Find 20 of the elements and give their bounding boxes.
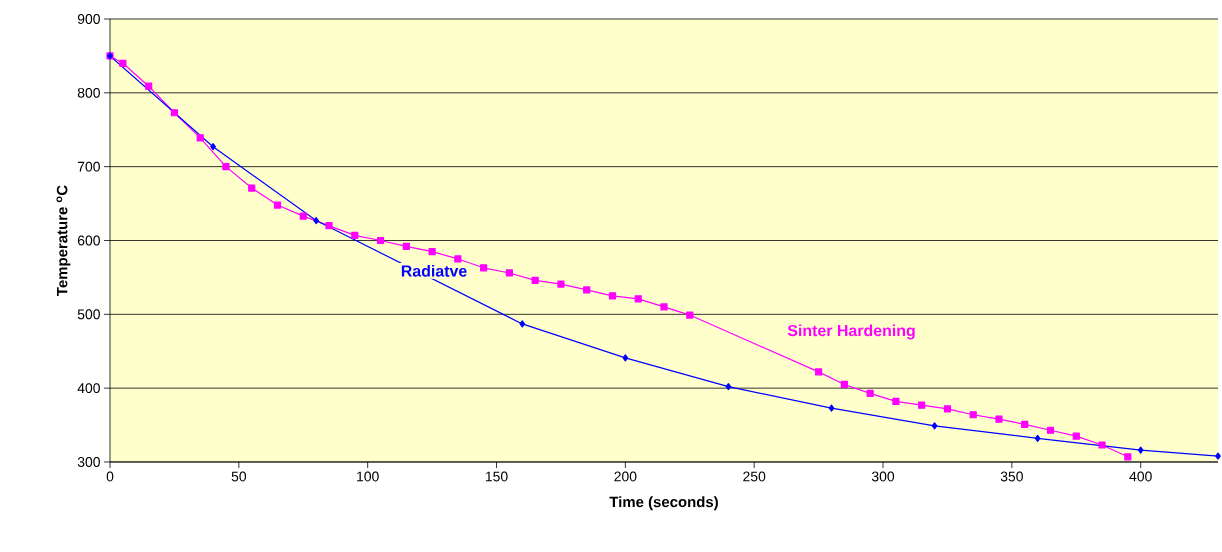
x-tick-label: 0 [106, 471, 114, 482]
y-axis-title: Temperature $^{o}$C [56, 185, 71, 296]
y-tick-label: 300 [77, 457, 100, 467]
x-tick-label: 400 [1129, 471, 1152, 482]
x-tick-label: 250 [743, 471, 766, 482]
x-tick-label: 100 [357, 471, 379, 482]
y-tick-label: 500 [77, 309, 100, 320]
x-tick-label: 50 [231, 471, 247, 482]
x-tick-label: 350 [1000, 471, 1023, 482]
series-label: Radiatve [401, 264, 467, 277]
x-tick-label: 200 [614, 471, 637, 482]
y-tick-label: 800 [77, 87, 100, 98]
x-tick-label: 150 [485, 471, 508, 482]
x-axis-title: Time (seconds) [609, 496, 718, 511]
x-tick-label: 300 [871, 471, 895, 482]
y-tick-label: 400 [77, 383, 100, 394]
y-tick-label: 900 [77, 14, 100, 24]
y-tick-label: 600 [77, 235, 100, 246]
y-tick-label: 700 [77, 161, 100, 172]
series-label: Sinter Hardening [787, 324, 915, 340]
